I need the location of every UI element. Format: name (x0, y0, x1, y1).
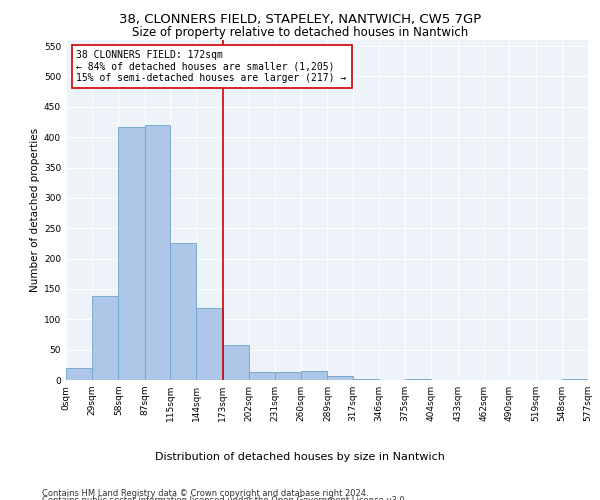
Bar (170, 244, 196, 380)
Bar (145, 125, 170, 380)
Bar (66, 368, 92, 380)
Text: Size of property relative to detached houses in Nantwich: Size of property relative to detached ho… (132, 26, 468, 39)
Bar (196, 308, 223, 380)
Bar (92, 296, 118, 380)
Y-axis label: Number of detached properties: Number of detached properties (30, 128, 40, 292)
Bar (301, 371, 328, 380)
Text: 38 CLONNERS FIELD: 172sqm
← 84% of detached houses are smaller (1,205)
15% of se: 38 CLONNERS FIELD: 172sqm ← 84% of detac… (76, 50, 347, 84)
Bar (223, 346, 249, 380)
Text: Contains HM Land Registry data © Crown copyright and database right 2024.: Contains HM Land Registry data © Crown c… (42, 488, 368, 498)
Bar (562, 379, 588, 380)
Bar (405, 379, 431, 380)
Bar (249, 372, 275, 380)
Text: Contains public sector information licensed under the Open Government Licence v3: Contains public sector information licen… (42, 496, 407, 500)
Bar (275, 372, 301, 380)
Text: Distribution of detached houses by size in Nantwich: Distribution of detached houses by size … (155, 452, 445, 462)
Bar (118, 127, 145, 380)
Bar (353, 379, 379, 380)
Text: 38, CLONNERS FIELD, STAPELEY, NANTWICH, CW5 7GP: 38, CLONNERS FIELD, STAPELEY, NANTWICH, … (119, 12, 481, 26)
Bar (328, 376, 353, 380)
